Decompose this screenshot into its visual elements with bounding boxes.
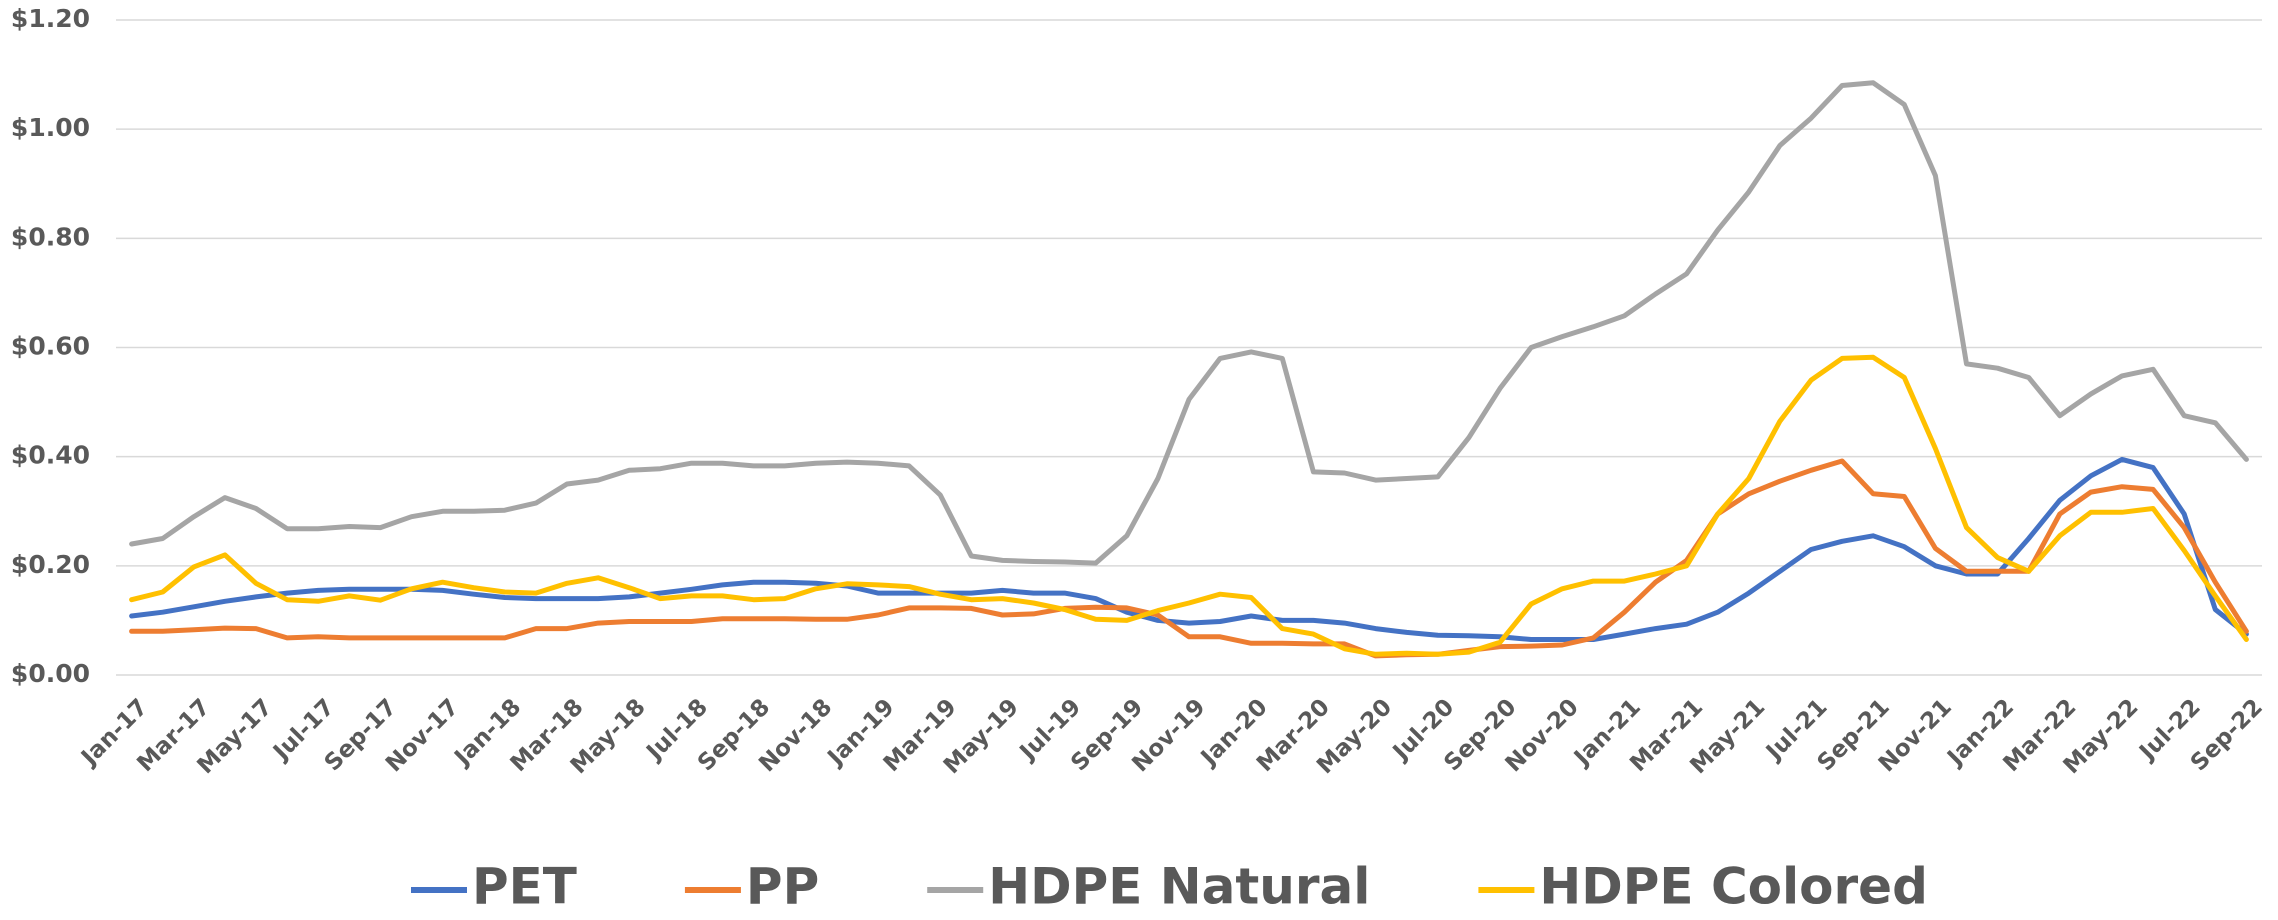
- y-tick-label: $1.00: [11, 113, 90, 142]
- legend-label: PP: [746, 858, 819, 916]
- line-series: [129, 80, 2249, 566]
- legend-label: HDPE Natural: [988, 858, 1370, 916]
- y-tick-label: $0.40: [11, 441, 90, 470]
- legend-label: HDPE Colored: [1539, 858, 1927, 916]
- y-tick-label: $0.80: [11, 222, 90, 251]
- line-series: [129, 458, 2249, 659]
- y-tick-label: $0.60: [11, 332, 90, 361]
- line-series: [129, 456, 2249, 642]
- line-series: [129, 354, 2249, 657]
- legend-label: PET: [472, 858, 577, 916]
- y-tick-label: $0.20: [11, 550, 90, 579]
- y-tick-label: $1.20: [11, 4, 90, 33]
- y-tick-label: $0.00: [11, 659, 90, 688]
